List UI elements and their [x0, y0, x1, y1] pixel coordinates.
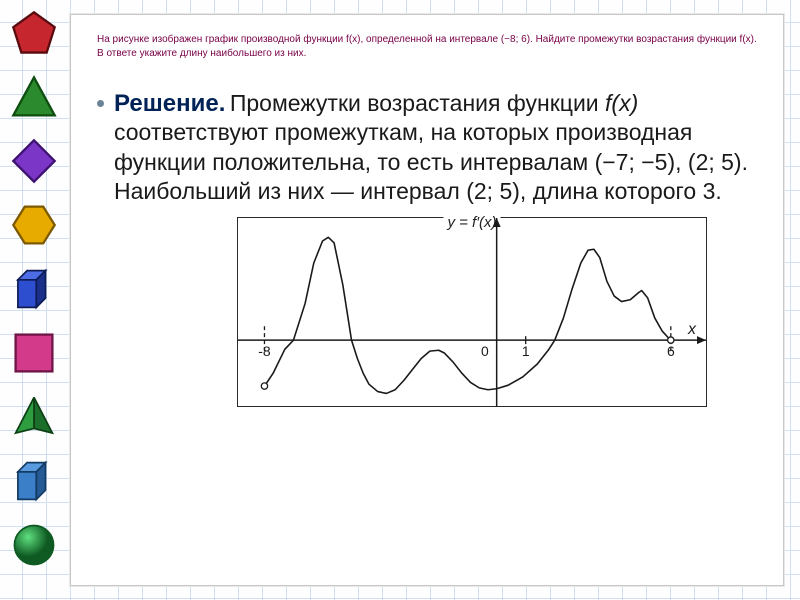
svg-text:-8: -8: [258, 343, 271, 359]
pentagon-icon: [11, 10, 57, 56]
solution-block: Решение. Промежутки возрастания функции …: [97, 89, 757, 207]
chart-svg: 0 1 6 -8 x: [238, 218, 706, 407]
prism-icon: [11, 458, 57, 504]
svg-text:1: 1: [522, 343, 530, 359]
task-statement: На рисунке изображен график производной …: [97, 33, 757, 67]
cube-icon: [11, 266, 57, 312]
sphere-icon: [11, 522, 57, 568]
bullet-icon: [97, 100, 104, 107]
diamond-icon: [11, 138, 57, 184]
pyramid-icon: [11, 394, 57, 440]
triangle-icon: [11, 74, 57, 120]
svg-text:x: x: [687, 321, 697, 338]
svg-text:0: 0: [481, 343, 489, 359]
decorative-shapes-column: [4, 6, 64, 594]
hexagon-icon: [11, 202, 57, 248]
slide-content: На рисунке изображен график производной …: [70, 14, 784, 586]
svg-text:6: 6: [667, 343, 675, 359]
square-icon: [11, 330, 57, 376]
derivative-chart: y = f′(x) 016-8x: [237, 217, 707, 407]
solution-title: Решение.: [114, 90, 225, 117]
